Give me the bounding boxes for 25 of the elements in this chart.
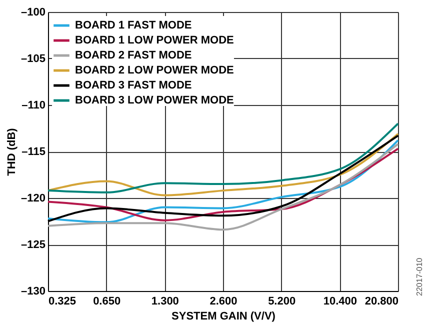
- line-series: [47, 122, 399, 194]
- legend-label: BOARD 3 LOW POWER MODE: [75, 94, 234, 106]
- x-tick-label: 2.600: [210, 296, 238, 308]
- y-tick-label: –120: [21, 192, 46, 204]
- legend-label: BOARD 2 LOW POWER MODE: [75, 64, 234, 76]
- x-tick-label: 5.200: [268, 296, 296, 308]
- legend-label: BOARD 2 FAST MODE: [75, 50, 192, 62]
- text: 22017-010: [415, 257, 424, 296]
- x-tick-label: 0.325: [48, 296, 76, 308]
- x-tick-label: 10.400: [323, 296, 357, 308]
- y-tick-label: –105: [21, 53, 46, 65]
- legend-label: BOARD 1 LOW POWER MODE: [75, 34, 234, 46]
- y-tick-label: –130: [21, 286, 46, 298]
- y-tick-label: –125: [21, 239, 46, 251]
- x-tick-label: 1.300: [151, 296, 179, 308]
- y-tick-label: –110: [22, 100, 46, 112]
- y-axis-title: THD (dB): [6, 128, 18, 176]
- legend-label: BOARD 1 FAST MODE: [75, 20, 192, 32]
- x-tick-label: 20.800: [364, 296, 398, 308]
- x-axis-title: SYSTEM GAIN (V/V): [172, 310, 276, 322]
- y-tick-label: –115: [22, 146, 46, 158]
- legend-label: BOARD 3 FAST MODE: [75, 80, 192, 92]
- y-tick-label: –100: [21, 6, 46, 18]
- line-series: [47, 132, 399, 196]
- x-tick-label: 0.650: [93, 296, 121, 308]
